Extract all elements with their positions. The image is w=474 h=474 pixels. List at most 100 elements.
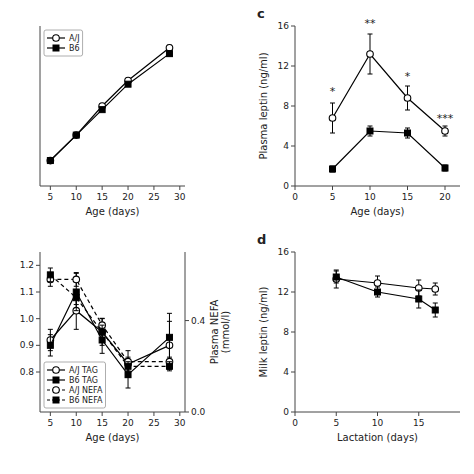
marker bbox=[432, 286, 439, 293]
marker bbox=[73, 132, 80, 139]
series-line bbox=[336, 277, 435, 310]
y2-axis-label: Plasma NEFA(mmol/l) bbox=[209, 300, 231, 365]
label-line: Plasma leptin (ng/ml) bbox=[258, 52, 269, 159]
y-tick bbox=[291, 26, 295, 27]
y-tick-label: 4 bbox=[283, 367, 289, 377]
error-bar bbox=[74, 273, 79, 310]
error-bar bbox=[74, 273, 79, 287]
y-tick-label: 0.9 bbox=[20, 340, 35, 350]
marker bbox=[404, 95, 411, 102]
legend-label: A/J bbox=[69, 34, 80, 43]
legend-label: A/J TAG bbox=[69, 366, 98, 375]
annotation: * bbox=[330, 85, 336, 98]
marker bbox=[47, 158, 53, 164]
x-tick bbox=[179, 186, 180, 190]
marker bbox=[125, 363, 131, 369]
marker bbox=[53, 45, 59, 51]
y-tick-label: 0 bbox=[283, 181, 289, 191]
error-bar bbox=[405, 128, 410, 138]
x-tick-label: 5 bbox=[47, 192, 53, 202]
x-tick-label: 15 bbox=[96, 418, 107, 428]
x-tick bbox=[418, 412, 419, 416]
error-bar bbox=[167, 51, 172, 56]
marker bbox=[99, 329, 105, 335]
x-axis-label: Age (days) bbox=[86, 206, 140, 217]
series-line bbox=[50, 275, 169, 366]
x-tick-label: 15 bbox=[402, 192, 413, 202]
y-tick-label: 1.1 bbox=[20, 287, 34, 297]
marker bbox=[330, 166, 336, 172]
x-tick-label: 0 bbox=[292, 418, 298, 428]
legend-label: B6 NEFA bbox=[69, 396, 103, 405]
x-axis bbox=[295, 186, 460, 187]
error-bar bbox=[433, 303, 438, 317]
marker bbox=[367, 128, 373, 134]
y2-tick-label: 0.4 bbox=[191, 316, 206, 326]
x-tick bbox=[445, 186, 446, 190]
marker bbox=[53, 377, 59, 383]
x-tick bbox=[295, 186, 296, 190]
x-tick bbox=[295, 412, 296, 416]
marker bbox=[73, 295, 79, 301]
error-bar bbox=[100, 327, 105, 354]
y-tick-label: 4 bbox=[283, 141, 289, 151]
x-tick-label: 20 bbox=[122, 192, 134, 202]
marker bbox=[166, 45, 173, 52]
y-tick bbox=[291, 292, 295, 293]
y-tick-label: 1.0 bbox=[20, 314, 35, 324]
marker bbox=[125, 372, 131, 378]
marker bbox=[47, 157, 54, 164]
x-tick-label: 25 bbox=[148, 192, 159, 202]
series bbox=[47, 51, 172, 164]
error-bar bbox=[416, 290, 421, 308]
label-line: Plasma NEFA bbox=[209, 300, 220, 365]
marker bbox=[405, 130, 411, 136]
marker bbox=[47, 272, 53, 278]
panel: 51015202530Age (days)A/JB6 bbox=[40, 26, 186, 217]
x-tick-label: 5 bbox=[330, 192, 336, 202]
x-tick bbox=[102, 186, 103, 190]
x-tick-label: 10 bbox=[364, 192, 376, 202]
panel: 510152025300.80.91.01.11.20.00.4Age (day… bbox=[20, 252, 231, 443]
x-tick bbox=[153, 412, 154, 416]
marker bbox=[442, 128, 449, 135]
y-tick bbox=[36, 372, 40, 373]
error-bar bbox=[334, 271, 339, 283]
x-tick bbox=[128, 412, 129, 416]
x-axis bbox=[40, 186, 185, 187]
x-tick-label: 20 bbox=[439, 192, 451, 202]
legend-box bbox=[44, 362, 106, 408]
y-tick bbox=[36, 345, 40, 346]
label-line: Milk leptin (ng/ml) bbox=[258, 286, 269, 377]
error-bar bbox=[100, 325, 105, 339]
marker bbox=[166, 334, 172, 340]
x-tick-label: 25 bbox=[148, 418, 159, 428]
marker bbox=[367, 51, 374, 58]
marker bbox=[166, 363, 172, 369]
background bbox=[0, 0, 474, 474]
label-line: (mmol/l) bbox=[220, 311, 231, 353]
y2-tick bbox=[185, 320, 189, 321]
x-tick bbox=[179, 412, 180, 416]
y-tick-label: 0 bbox=[283, 407, 289, 417]
x-axis-label: Age (days) bbox=[351, 206, 405, 217]
series-line bbox=[333, 131, 446, 169]
x-tick bbox=[50, 186, 51, 190]
y-axis bbox=[40, 252, 41, 412]
annotation: ** bbox=[365, 17, 377, 30]
y-tick-label: 0.8 bbox=[20, 367, 35, 377]
y-tick bbox=[36, 292, 40, 293]
marker bbox=[125, 81, 131, 87]
marker bbox=[329, 115, 336, 122]
marker bbox=[53, 387, 60, 394]
y-tick bbox=[291, 66, 295, 67]
y-axis-label: Plasma leptin (ng/ml) bbox=[258, 52, 269, 159]
chart: 51015202530Age (days)A/JB605101520048121… bbox=[0, 0, 474, 474]
panel: 0510150481216Lactation (days)Milk leptin… bbox=[257, 232, 460, 443]
x-tick-label: 30 bbox=[174, 192, 186, 202]
error-bar bbox=[330, 166, 335, 172]
error-bar bbox=[48, 335, 53, 356]
y-tick bbox=[291, 252, 295, 253]
y-tick bbox=[291, 332, 295, 333]
x-tick-label: 30 bbox=[174, 418, 186, 428]
